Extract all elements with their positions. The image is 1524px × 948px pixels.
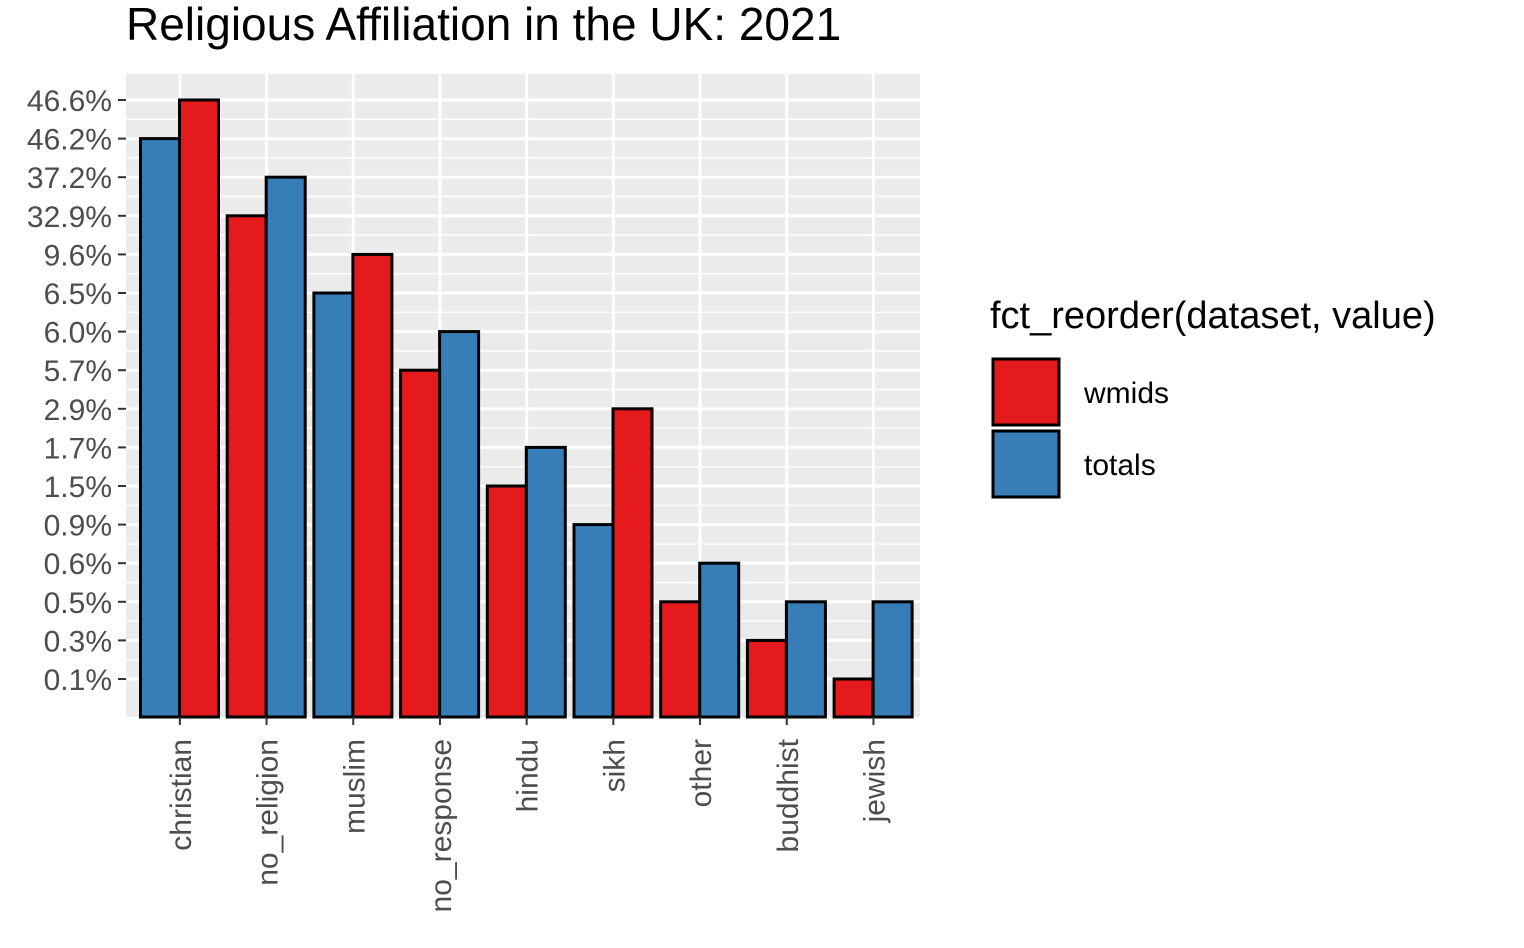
x-tick-label: no_response [425, 739, 458, 912]
y-axis: 0.1% 0.3% 0.5% 0.6% 0.9% 1.5% 1.7% 2.9% 5.7% 6.0%… [27, 85, 126, 697]
legend-key-totals [991, 429, 1061, 499]
y-tick-label: 9.6% [44, 239, 112, 272]
bar-no_religion-totals [264, 175, 307, 719]
y-tick-label: 1.5% [44, 471, 112, 504]
x-axis: christian no_religion muslim no_response hin… [165, 717, 891, 912]
x-tick-label: no_religion [252, 739, 285, 886]
bar-buddhist-totals [784, 600, 827, 719]
legend: fct_reorder(dataset, value) wmids totals [990, 295, 1436, 499]
bar-christian-wmids [178, 98, 220, 719]
x-tick-label: buddhist [772, 738, 805, 852]
bar-other-totals [698, 561, 741, 719]
bar-no_religion-wmids [225, 214, 268, 719]
y-tick-label: 46.6% [27, 85, 112, 118]
y-tick-label: 0.3% [44, 625, 112, 658]
legend-label-wmids: wmids [1083, 377, 1169, 410]
y-tick-label: 6.5% [44, 278, 112, 311]
bar-hindu-totals [524, 445, 567, 719]
bar-muslim-totals [312, 291, 355, 719]
y-tick-label: 0.6% [44, 548, 112, 581]
y-tick-label: 5.7% [44, 355, 112, 388]
y-tick-label: 0.1% [44, 664, 112, 697]
bar-buddhist-wmids [745, 638, 788, 719]
y-tick-label: 32.9% [27, 201, 112, 234]
y-tick-label: 46.2% [27, 124, 112, 157]
bar-sikh-wmids [611, 407, 654, 719]
legend-keys: wmids totals [991, 357, 1169, 499]
x-tick-label: christian [165, 739, 198, 851]
bar-sikh-totals [572, 523, 615, 719]
bar-hindu-wmids [485, 484, 528, 719]
y-tick-label: 0.9% [44, 510, 112, 543]
bars [139, 98, 914, 719]
x-tick-label: hindu [512, 739, 545, 812]
y-tick-label: 6.0% [44, 317, 112, 350]
x-tick-label: jewish [858, 739, 891, 823]
x-tick-label: other [685, 739, 718, 807]
legend-label-totals: totals [1084, 449, 1156, 482]
y-tick-label: 37.2% [27, 162, 112, 195]
legend-key-wmids [991, 357, 1061, 427]
legend-title: fct_reorder(dataset, value) [990, 295, 1436, 337]
x-tick-label: sikh [598, 739, 631, 792]
y-tick-label: 2.9% [44, 394, 112, 427]
bar-muslim-wmids [351, 252, 394, 719]
bar-other-wmids [659, 600, 702, 719]
chart-title: Religious Affiliation in the UK: 2021 [126, 0, 841, 50]
bar-christian-totals [139, 137, 181, 719]
bar-no_response-totals [438, 330, 481, 719]
y-tick-label: 0.5% [44, 587, 112, 620]
y-tick-label: 1.7% [44, 432, 112, 465]
x-tick-label: muslim [338, 739, 371, 834]
bar-jewish-wmids [832, 677, 875, 719]
bar-jewish-totals [871, 600, 914, 719]
bar-no_response-wmids [399, 368, 442, 719]
